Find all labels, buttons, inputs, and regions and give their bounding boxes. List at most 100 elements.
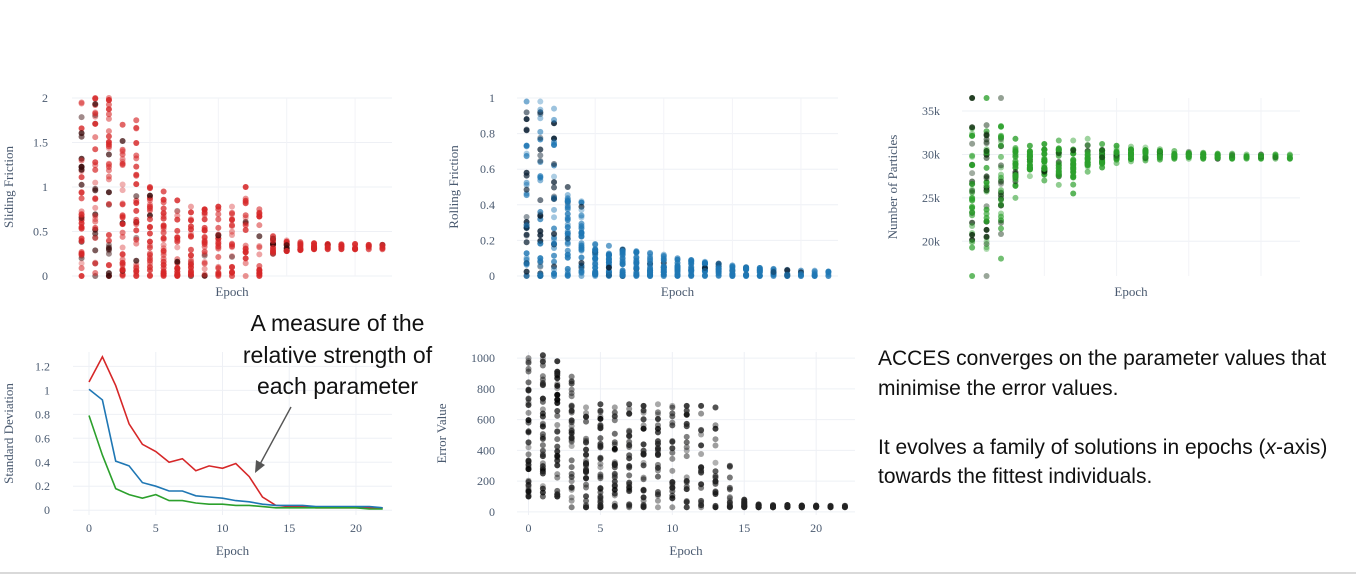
error-point <box>611 460 618 467</box>
sliding-ytick-label: 1 <box>42 180 48 194</box>
particles-point <box>1070 147 1077 154</box>
sliding-point <box>133 219 140 226</box>
error-point <box>669 467 676 474</box>
sliding-point <box>78 130 85 137</box>
rolling-point <box>729 271 736 278</box>
rolling-point <box>564 272 571 279</box>
error-point <box>611 430 618 437</box>
sliding-point <box>146 238 153 245</box>
error-point <box>611 478 618 485</box>
sliding-point <box>215 224 222 231</box>
sliding-point <box>92 260 99 267</box>
sliding-point <box>105 160 112 167</box>
sliding-point <box>92 185 99 192</box>
error-point <box>554 412 561 419</box>
particles-point <box>1084 156 1091 163</box>
sliding-point <box>187 246 194 253</box>
error-point <box>626 401 633 408</box>
rolling-point <box>537 98 544 105</box>
sliding-point <box>174 236 181 243</box>
error-point <box>568 442 575 449</box>
error-point <box>640 407 647 414</box>
error-point <box>683 453 690 460</box>
sliding-point <box>105 189 112 196</box>
error-point <box>597 454 604 461</box>
particles-point <box>983 95 990 101</box>
particles-point <box>1070 172 1077 179</box>
rolling-point <box>578 220 585 227</box>
sliding-point <box>133 272 140 279</box>
error-point <box>597 503 604 510</box>
error-point <box>525 444 532 451</box>
rolling-point <box>564 251 571 258</box>
stddev-ylabel: Standard Deviation <box>1 383 16 484</box>
sliding-point <box>201 216 208 223</box>
error-point <box>626 405 633 412</box>
rolling-point <box>551 266 558 273</box>
stddev-xtick-label: 15 <box>283 521 295 535</box>
rolling-point <box>537 262 544 269</box>
particles-point <box>1200 154 1207 161</box>
sliding-point <box>242 198 249 205</box>
sliding-point <box>160 261 167 268</box>
error-point <box>654 409 661 416</box>
particles-point <box>1142 148 1149 155</box>
sliding-ytick-label: 0.5 <box>33 225 48 239</box>
error-point <box>640 494 647 501</box>
sliding-point <box>160 272 167 279</box>
error-point <box>597 460 604 467</box>
sliding-point <box>201 252 208 259</box>
rolling-point <box>537 134 544 141</box>
sliding-point <box>133 163 140 170</box>
rolling-point <box>537 173 544 180</box>
sliding-point <box>174 258 181 265</box>
rolling-point <box>551 225 558 232</box>
rolling-point <box>537 136 544 143</box>
sliding-point <box>105 241 112 248</box>
sliding-point <box>146 255 153 262</box>
error-point <box>712 442 719 449</box>
stddev-ytick-label: 1 <box>44 383 50 397</box>
error-point <box>539 470 546 477</box>
error-point <box>798 504 805 511</box>
rolling-point <box>605 242 612 249</box>
rolling-point <box>743 266 750 273</box>
particles-point <box>1055 160 1062 167</box>
sliding-point <box>78 220 85 227</box>
error-point <box>539 489 546 496</box>
sliding-point <box>78 157 85 164</box>
particles-point <box>969 132 976 139</box>
annotation-line-1: A measure of the <box>250 310 425 336</box>
sliding-point <box>146 207 153 214</box>
particles-point <box>983 182 990 189</box>
particles-point <box>969 273 976 279</box>
sliding-point <box>379 243 386 250</box>
sliding-point <box>119 146 126 153</box>
particles-point <box>969 95 976 101</box>
sliding-point <box>187 233 194 240</box>
sliding-point <box>174 207 181 214</box>
rolling-point <box>537 258 544 265</box>
sliding-point <box>78 166 85 173</box>
particles-point <box>998 164 1004 171</box>
rolling-point <box>564 211 571 218</box>
error-point <box>568 478 575 485</box>
sliding-point <box>215 211 222 218</box>
stddev-ytick-label: 0.2 <box>35 479 50 493</box>
sliding-point <box>160 188 167 195</box>
sliding-point <box>119 244 126 251</box>
rolling-point <box>523 98 530 105</box>
rolling-point <box>578 207 585 214</box>
error-point <box>640 502 647 509</box>
sliding-point <box>160 245 167 252</box>
error-point <box>583 418 590 425</box>
error-xlabel: Epoch <box>669 543 703 558</box>
error-point <box>583 460 590 467</box>
rolling-point <box>551 195 558 202</box>
rolling-point <box>523 153 530 160</box>
rolling-point <box>523 261 530 268</box>
rolling-point <box>551 105 558 112</box>
sliding-point <box>229 253 235 260</box>
sliding-point <box>229 210 235 217</box>
error-point <box>712 502 719 509</box>
